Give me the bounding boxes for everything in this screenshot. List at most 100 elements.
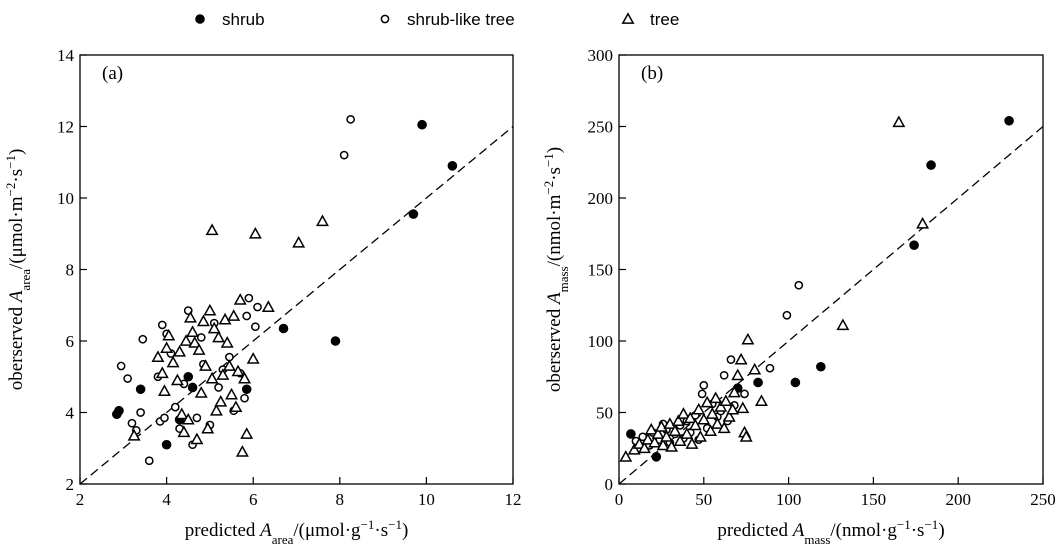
data-point-tree [709, 391, 723, 404]
data-point-shrub-like-tree [214, 383, 223, 392]
legend-label: tree [650, 10, 679, 29]
data-point-shrub [241, 384, 252, 395]
data-point-shrub-like-tree [719, 370, 729, 380]
data-point-tree [205, 371, 219, 384]
legend: shrub shrub-like tree tree [195, 10, 679, 29]
data-point-shrub [1004, 115, 1014, 126]
data-point-tree [693, 430, 707, 442]
data-point-tree [207, 321, 221, 334]
y-tick-label: 300 [588, 46, 614, 65]
panel-b: 0 50 100 150 200 250 0 50 100 150 200 250 300 (b) pred… [541, 46, 1056, 545]
data-point-shrub [278, 323, 289, 334]
data-point-shrub [408, 209, 419, 219]
data-point-tree [181, 412, 195, 425]
data-point-shrub-like-tree [240, 393, 249, 403]
y-axis-label: oberserved Aarea/(μmol·m−2·s−1) [3, 149, 33, 391]
plot-frame [618, 54, 1044, 485]
x-tick-label: 50 [695, 490, 712, 509]
data-point-tree [227, 309, 241, 321]
data-point-tree [644, 422, 658, 435]
data-point-shrub-like-tree [782, 310, 792, 320]
y-tick-label: 250 [588, 118, 614, 137]
data-point-tree [648, 435, 662, 448]
data-point-tree [717, 421, 731, 434]
data-point-shrub-like-tree [339, 150, 349, 160]
one-to-one-reference-line [618, 126, 1044, 485]
data-point-tree [188, 336, 202, 348]
y-tick-label: 100 [588, 332, 614, 351]
data-point-tree [892, 115, 906, 128]
data-point-shrub-like-tree [346, 115, 355, 124]
data-point-shrub [909, 240, 919, 250]
x-tick-label: 150 [861, 490, 887, 509]
data-point-tree [212, 330, 226, 343]
data-point-shrub-like-tree [794, 280, 804, 290]
data-point-tree [205, 223, 219, 236]
data-point-tree [214, 395, 228, 407]
legend-label: shrub-like tree [407, 10, 515, 29]
data-point-tree [916, 216, 930, 229]
data-point-tree [705, 407, 719, 419]
x-tick-label: 100 [776, 490, 802, 509]
data-point-shrub-like-tree [170, 402, 180, 412]
data-point-tree [201, 421, 215, 434]
data-point-tree [246, 352, 260, 364]
data-point-tree [736, 401, 750, 414]
data-point-tree [194, 386, 208, 398]
data-point-tree [727, 385, 741, 398]
data-point-shrub [753, 377, 763, 388]
data-point-tree [183, 311, 197, 323]
data-point-tree [673, 434, 687, 447]
data-point-tree [665, 440, 679, 452]
data-point-tree [719, 394, 733, 406]
data-point-shrub-like-tree [253, 302, 262, 312]
y-tick-label: 0 [605, 475, 614, 494]
y-tick-label: 4 [66, 404, 75, 423]
data-point-tree [196, 314, 210, 327]
data-point-tree [203, 303, 217, 316]
data-point-tree [173, 344, 187, 357]
data-point-shrub-like-tree [242, 311, 252, 321]
x-tick-label: 0 [615, 490, 624, 509]
data-point-tree [637, 441, 651, 454]
y-axis-label: oberserved Amass/(nmol·m−2·s−1) [541, 147, 571, 392]
data-point-tree [225, 387, 239, 400]
data-point-tree [209, 403, 223, 416]
data-point-shrub-like-tree [726, 355, 736, 364]
data-point-shrub [114, 405, 124, 416]
legend-item-shrub: shrub [195, 10, 265, 29]
data-point-tree [240, 427, 254, 439]
legend-marker-open-circle [380, 14, 390, 24]
legend-item-tree: tree [621, 10, 679, 29]
data-point-tree [660, 430, 673, 442]
y-tick-label: 12 [57, 118, 74, 137]
data-point-tree [741, 332, 755, 345]
one-to-one-reference-line [79, 125, 514, 485]
plot-frame [79, 54, 514, 485]
data-point-shrub [926, 160, 936, 170]
legend-label: shrub [222, 10, 265, 29]
data-point-tree [619, 450, 633, 462]
data-point-shrub [447, 161, 458, 171]
data-point-shrub-like-tree [138, 334, 148, 344]
data-point-shrub-like-tree [157, 320, 167, 330]
data-point-shrub [816, 361, 826, 372]
data-point-shrub-like-tree [196, 333, 206, 342]
data-point-tree [160, 341, 174, 354]
y-tick-label: 2 [66, 475, 75, 494]
data-point-tree [216, 368, 230, 380]
data-point-tree [700, 395, 714, 408]
data-point-tree [192, 343, 206, 355]
data-point-tree [162, 328, 176, 341]
data-point-shrub [330, 336, 341, 346]
x-tick-label: 12 [505, 490, 522, 509]
data-point-tree [731, 368, 745, 381]
data-point-tree [668, 424, 682, 436]
data-point-tree [229, 400, 243, 413]
data-point-tree [836, 318, 850, 331]
y-tick-label: 8 [66, 261, 75, 280]
y-tick-label: 200 [588, 189, 614, 208]
data-point-shrub-like-tree [144, 456, 154, 466]
data-point-shrub-like-tree [160, 413, 169, 423]
